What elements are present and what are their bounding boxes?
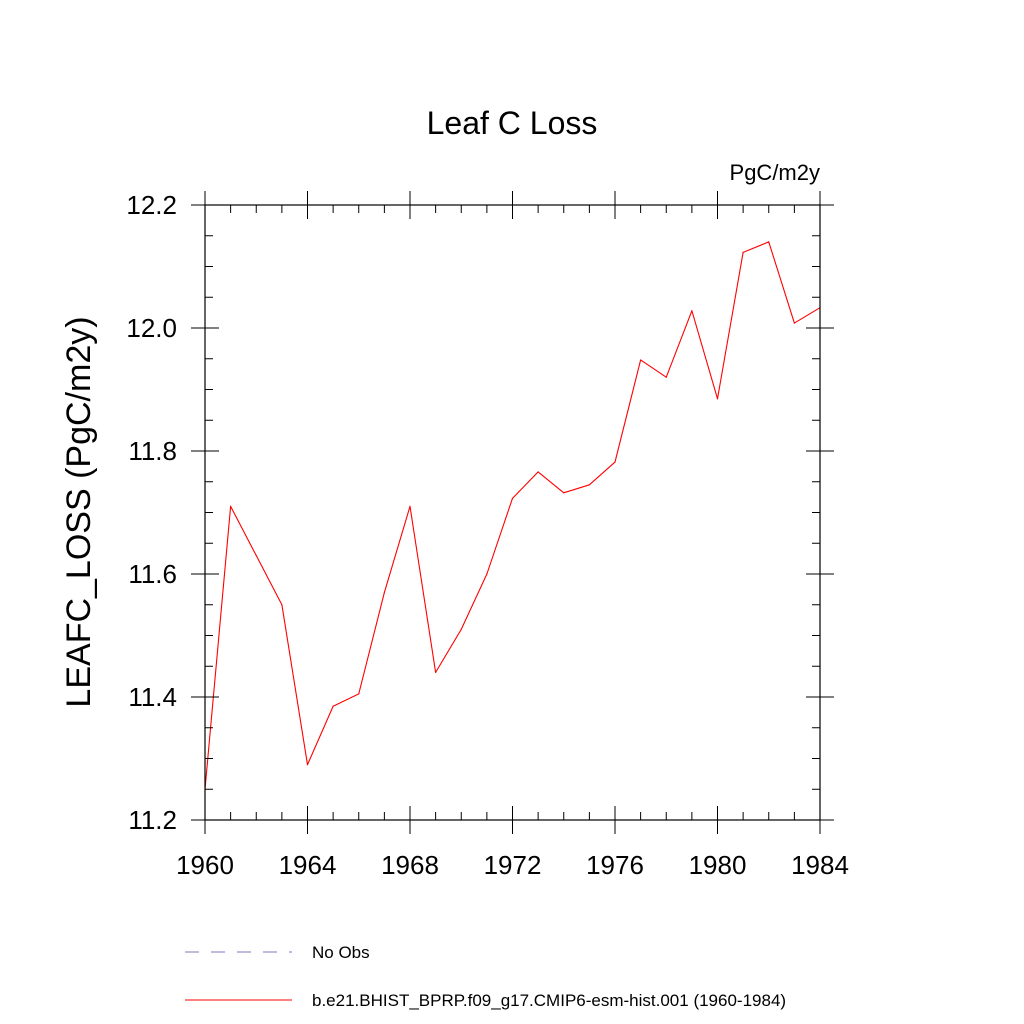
legend-label-model-run: b.e21.BHIST_BPRP.f09_g17.CMIP6-esm-hist.… [312, 991, 786, 1010]
data-point [486, 573, 488, 575]
axis-tick-labels: 1960 1964 1968 1972 1976 1980 1984 11.2 11.4 11.6… [126, 190, 849, 880]
series-layer [204, 241, 821, 790]
data-point [588, 484, 590, 486]
chart-title: Leaf C Loss [427, 105, 598, 141]
data-point [230, 505, 232, 507]
x-tick-label: 1972 [484, 850, 542, 880]
x-tick-label: 1980 [689, 850, 747, 880]
data-point [306, 764, 309, 766]
data-point [768, 241, 770, 243]
x-tick-label: 1964 [279, 850, 337, 880]
y-tick-label: 11.6 [128, 559, 177, 589]
data-point [511, 497, 514, 499]
data-point [332, 705, 334, 707]
data-point [537, 471, 539, 473]
data-point [563, 492, 565, 494]
data-point [281, 604, 283, 606]
plot-frame [204, 204, 821, 821]
data-point [435, 671, 437, 674]
data-point [358, 693, 360, 695]
y-tick-label: 12.0 [126, 313, 177, 343]
data-point [716, 398, 719, 400]
legend: No Obs b.e21.BHIST_BPRP.f09_g17.CMIP6-es… [185, 943, 786, 1010]
data-point [614, 461, 616, 463]
data-point [409, 505, 411, 507]
y-axis-label: LEAFC_LOSS (PgC/m2y) [60, 316, 98, 707]
axis-ticks [191, 191, 834, 834]
data-point [460, 628, 462, 630]
y-tick-label: 12.2 [126, 190, 177, 220]
legend-label-no-obs: No Obs [312, 943, 370, 962]
data-point [691, 310, 693, 312]
x-tick-label: 1984 [791, 850, 849, 880]
x-tick-label: 1960 [176, 850, 234, 880]
data-point [665, 376, 667, 378]
x-tick-label: 1968 [381, 850, 439, 880]
data-point [742, 251, 744, 253]
series-line-1 [204, 241, 821, 790]
y-tick-label: 11.4 [128, 682, 177, 712]
y-tick-label: 11.8 [128, 436, 177, 466]
data-point [383, 591, 385, 594]
units-label: PgC/m2y [730, 160, 820, 185]
data-point [640, 359, 642, 361]
data-point [255, 554, 257, 557]
data-point [793, 322, 795, 324]
y-tick-label: 11.2 [128, 805, 177, 835]
x-tick-label: 1976 [586, 850, 644, 880]
